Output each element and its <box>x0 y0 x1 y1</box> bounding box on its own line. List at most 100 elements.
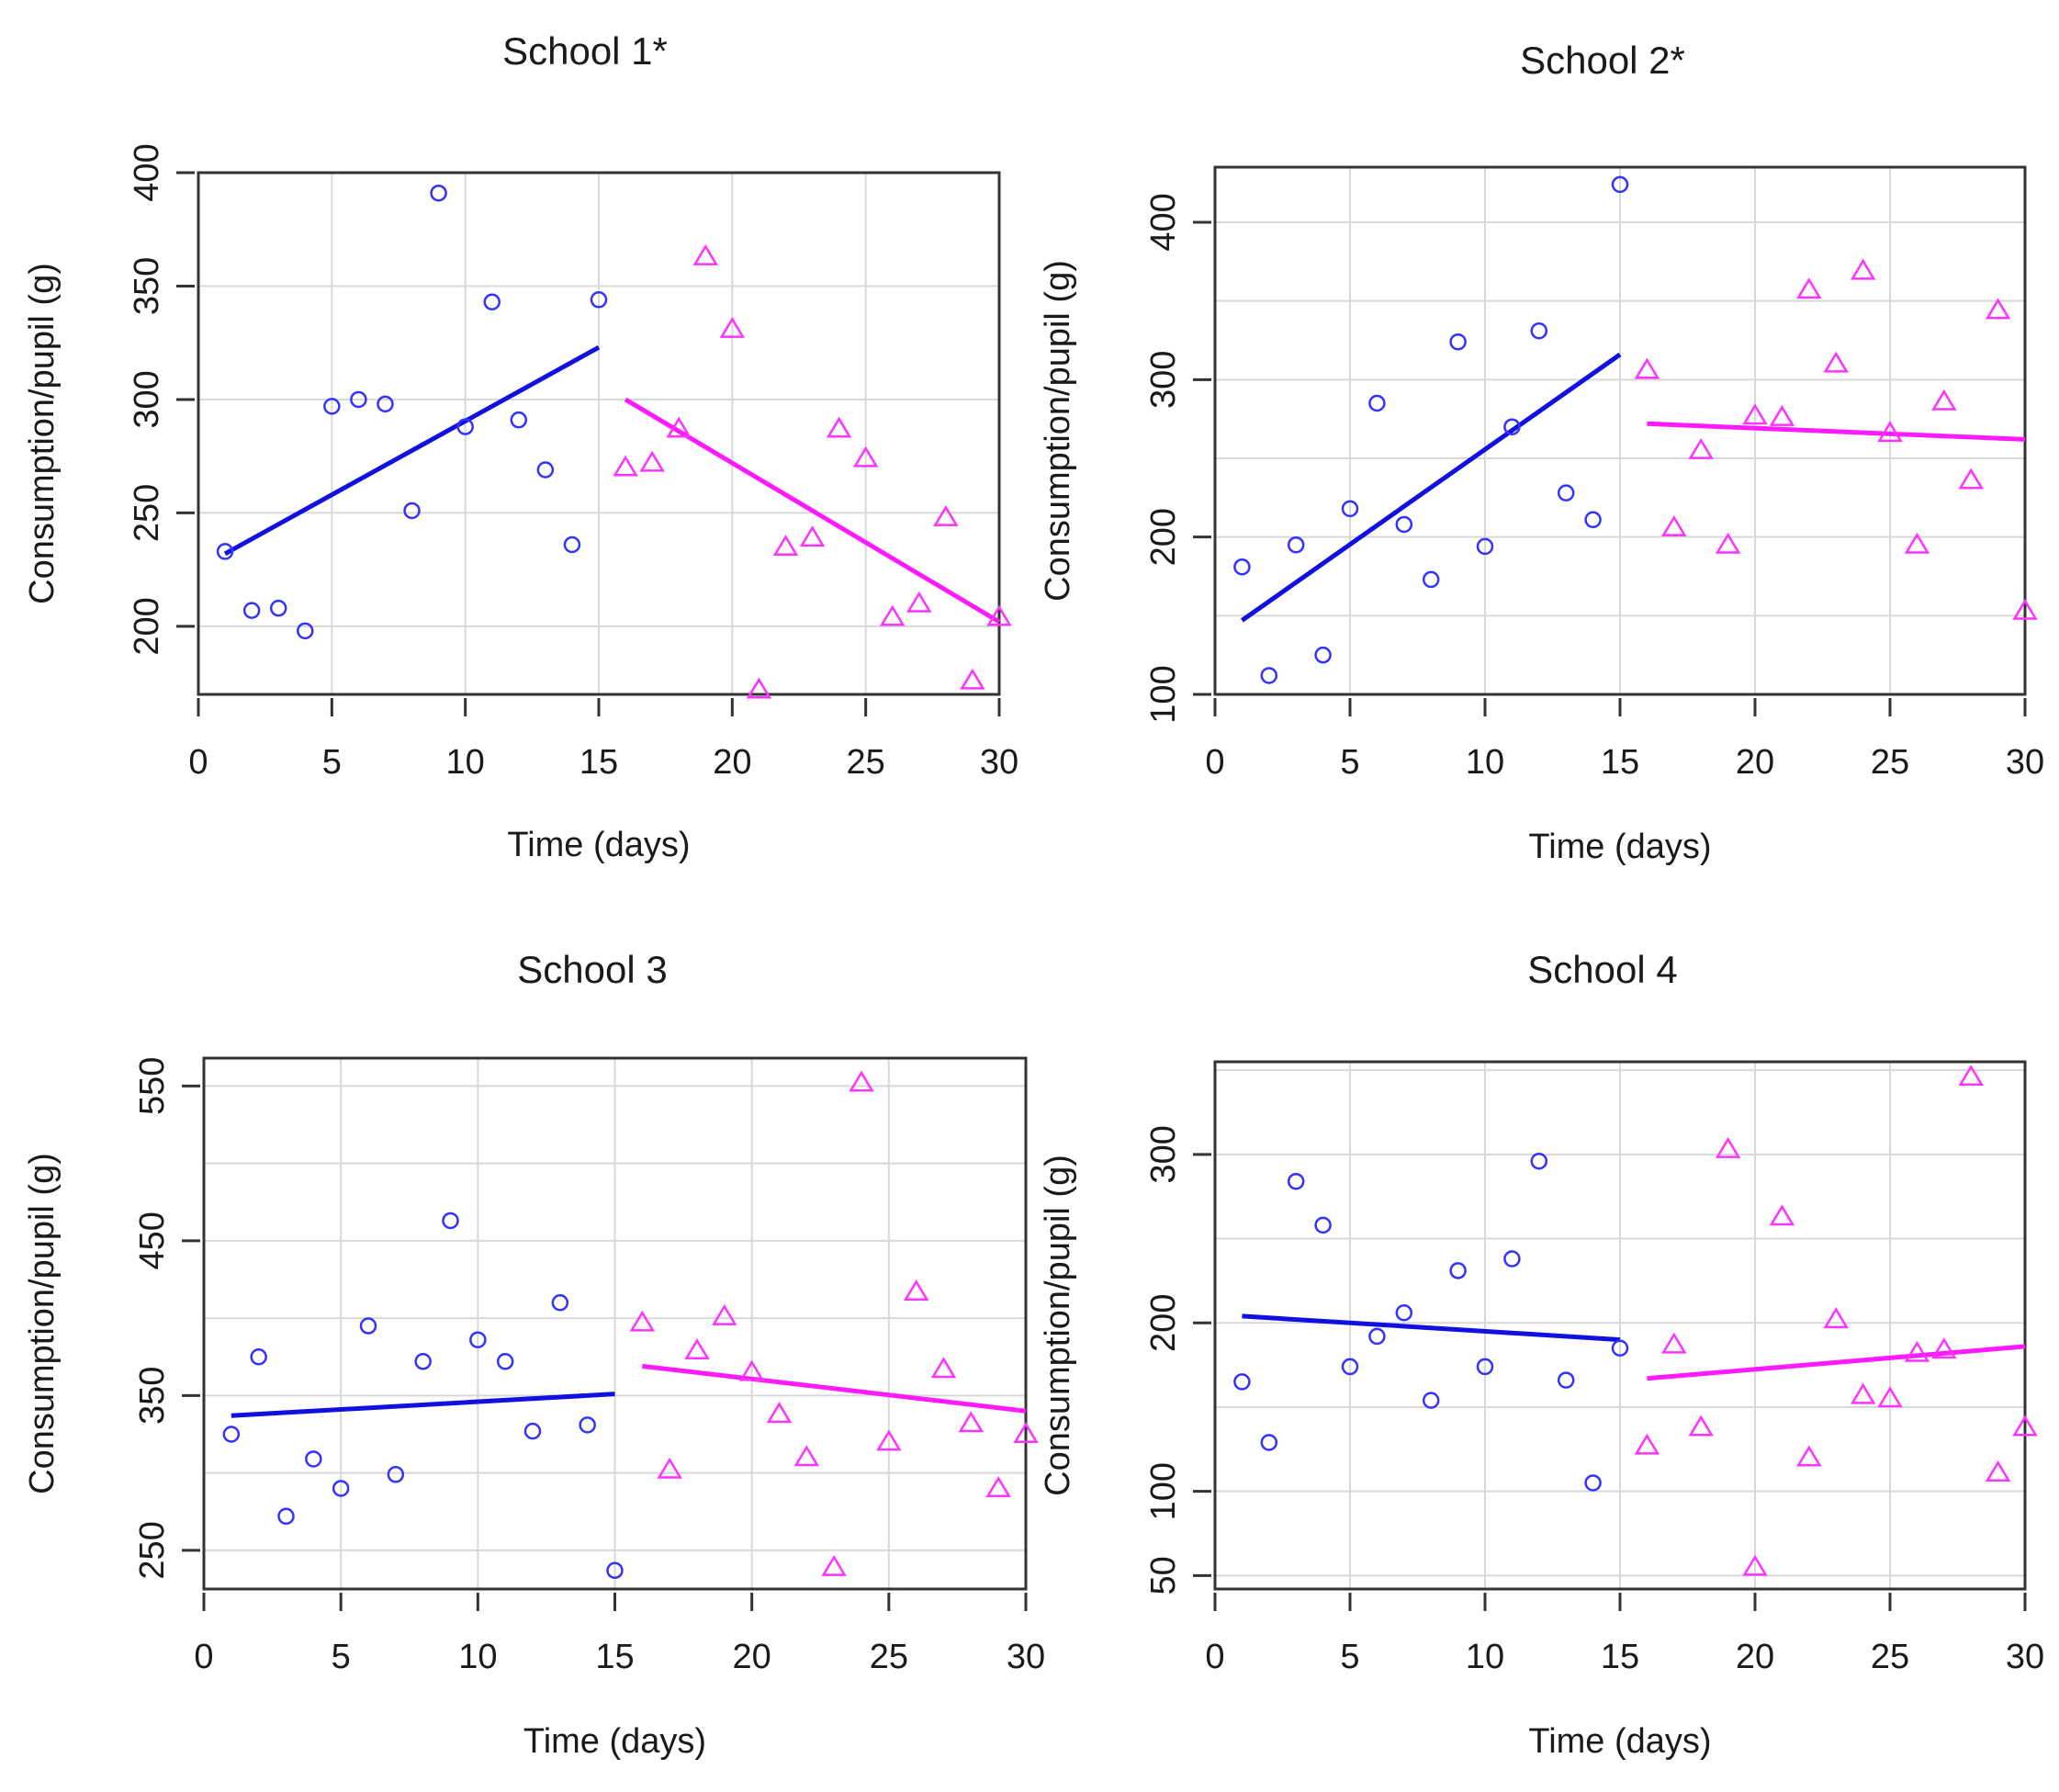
pre-point <box>1530 321 1548 340</box>
y-tick-label: 450 <box>133 1212 172 1269</box>
pre-point <box>1260 667 1278 684</box>
y-tick-label: 250 <box>133 1521 172 1579</box>
chart-title: School 2* <box>1520 39 1685 82</box>
pre-point <box>1314 646 1332 664</box>
post-point <box>985 1476 1011 1497</box>
pre-point <box>1476 537 1494 556</box>
pre-point <box>590 291 608 309</box>
x-tick-label: 0 <box>1205 743 1224 782</box>
post-point <box>1931 389 1957 411</box>
y-tick-label: 350 <box>133 1367 172 1425</box>
x-tick-label: 10 <box>1466 743 1504 782</box>
pre-point <box>563 535 581 554</box>
pre-point <box>1584 511 1602 529</box>
pre-point <box>1368 394 1386 412</box>
pre-point <box>1449 1262 1467 1279</box>
post-point <box>958 1411 984 1433</box>
x-tick-label: 20 <box>1736 743 1774 782</box>
plot-frame <box>197 171 1001 696</box>
post-point <box>876 1429 902 1451</box>
pre-point <box>377 395 394 413</box>
x-tick-label: 5 <box>332 1638 351 1676</box>
post-point <box>766 1402 793 1424</box>
x-axis-label: Time (days) <box>1528 1722 1711 1761</box>
post-point <box>1661 514 1687 536</box>
pre-point <box>1611 175 1629 194</box>
x-tick-label: 0 <box>194 1638 213 1676</box>
post-trend-line <box>1647 421 2026 442</box>
pre-point <box>456 418 474 435</box>
x-tick-label: 15 <box>595 1638 634 1676</box>
pre-point <box>216 543 234 560</box>
x-tick-label: 5 <box>1340 1638 1359 1676</box>
pre-point <box>606 1561 624 1580</box>
plot-frame <box>1213 165 2027 696</box>
pre-point <box>1422 1392 1440 1409</box>
chart-panel-1: 0 5 10 15 20 25 30 200 250 300 350 400 School 1* Time… <box>23 29 1018 864</box>
post-point <box>1904 532 1930 554</box>
pre-point <box>1476 1358 1494 1376</box>
y-tick-label: 300 <box>128 370 166 428</box>
pre-point <box>469 1331 487 1348</box>
pre-point <box>536 461 555 479</box>
plot-frame <box>1213 1060 2027 1591</box>
post-point <box>1958 1065 1984 1087</box>
pre-trend-line <box>223 344 601 557</box>
chart-title: School 4 <box>1527 948 1677 991</box>
post-point <box>1742 1554 1768 1576</box>
post-point <box>793 1445 820 1467</box>
pre-point <box>1611 1339 1629 1358</box>
pre-point <box>269 599 287 617</box>
post-point <box>1688 437 1714 459</box>
post-point <box>1985 1460 2011 1482</box>
post-point <box>684 1338 710 1359</box>
post-point <box>1823 351 1849 373</box>
pre-point <box>1233 558 1251 576</box>
x-tick-label: 25 <box>1871 1638 1909 1676</box>
post-point <box>1850 1382 1876 1404</box>
y-axis-label: Consumption/pupil (g) <box>1039 260 1077 602</box>
post-point <box>1715 1136 1741 1158</box>
pre-point <box>350 390 367 409</box>
y-tick-label: 300 <box>1144 351 1183 409</box>
post-trend-line <box>642 1363 1027 1414</box>
post-point <box>2012 598 2038 620</box>
x-tick-label: 30 <box>2006 1638 2044 1676</box>
x-tick-label: 5 <box>1340 743 1359 782</box>
x-tick-label: 25 <box>847 743 885 782</box>
pre-point <box>250 1347 267 1366</box>
x-tick-label: 15 <box>1601 743 1639 782</box>
chart-panel-4: 0 5 10 15 20 25 30 50 100 200 300 School 4 Time (day… <box>1039 948 2044 1761</box>
post-point <box>746 677 772 699</box>
post-point <box>613 455 638 477</box>
y-tick-label: 550 <box>133 1057 172 1115</box>
pre-point <box>297 622 314 640</box>
pre-point <box>305 1450 322 1468</box>
x-tick-label: 10 <box>446 743 485 782</box>
x-tick-label: 10 <box>458 1638 497 1676</box>
post-point <box>719 316 746 338</box>
post-point <box>1877 421 1903 443</box>
post-trend-line <box>1647 1344 2026 1381</box>
y-axis-label: Consumption/pupil (g) <box>23 1153 62 1494</box>
post-point <box>2012 1414 2038 1437</box>
x-tick-label: 30 <box>980 743 1018 782</box>
post-point <box>692 243 719 265</box>
post-point <box>1985 298 2011 320</box>
y-tick-label: 300 <box>1144 1125 1183 1183</box>
post-point <box>1715 532 1741 554</box>
y-tick-label: 200 <box>128 597 166 655</box>
post-point <box>852 445 879 468</box>
post-point <box>986 604 1012 626</box>
pre-point <box>1557 1371 1575 1389</box>
pre-point <box>1530 1152 1548 1170</box>
post-point <box>1796 277 1822 299</box>
pre-point <box>1341 1358 1359 1376</box>
pre-point <box>1395 1303 1413 1322</box>
pre-point <box>1422 570 1440 589</box>
x-axis-label: Time (days) <box>1528 828 1711 866</box>
chart-panel-3: 0 5 10 15 20 25 30 250 350 450 550 School 3 Time (da… <box>23 948 1045 1761</box>
y-tick-label: 200 <box>1144 508 1183 566</box>
pre-point <box>277 1507 295 1526</box>
post-point <box>1742 403 1768 425</box>
